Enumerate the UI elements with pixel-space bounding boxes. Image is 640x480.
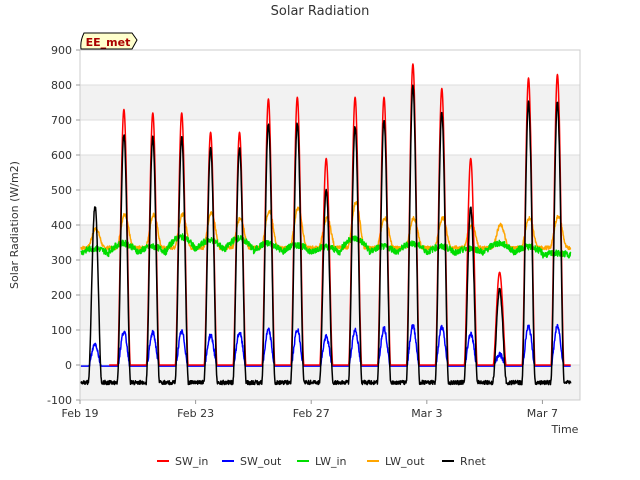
chart-title: Solar Radiation (271, 4, 370, 19)
y-tick-label: 800 (51, 79, 72, 92)
y-axis-label: Solar Radiation (W/m2) (8, 161, 21, 289)
series-line-rnet (80, 84, 572, 386)
plot-band (80, 120, 580, 155)
x-tick-label: Feb 19 (62, 407, 99, 420)
plot-band (80, 155, 580, 190)
legend-label-sw_in: SW_in (175, 455, 208, 468)
station-label-box: EE_met (80, 32, 138, 50)
y-tick-label: 200 (51, 289, 72, 302)
y-tick-label: 400 (51, 219, 72, 232)
x-tick-label: Feb 23 (177, 407, 214, 420)
plot-band (80, 50, 580, 85)
series-line-lw_in (80, 233, 572, 259)
legend-label-lw_out: LW_out (385, 455, 425, 468)
series-line-sw_out (80, 323, 572, 368)
x-axis-label: Time (551, 423, 579, 436)
plot-band (80, 85, 580, 120)
legend-label-sw_out: SW_out (240, 455, 282, 468)
y-axis-ticks: -100 0 100 200 300 400 500 600 700 800 900 (47, 44, 80, 407)
y-tick-label: 900 (51, 44, 72, 57)
x-tick-label: Feb 27 (293, 407, 330, 420)
y-tick-label: -100 (47, 394, 72, 407)
y-tick-label: 700 (51, 114, 72, 127)
y-tick-label: 100 (51, 324, 72, 337)
x-axis-ticks: Feb 19 Feb 23 Feb 27 Mar 3 Mar 7 (62, 400, 558, 420)
x-tick-label: Mar 7 (527, 407, 558, 420)
y-tick-label: 300 (51, 254, 72, 267)
station-label-badge (80, 32, 138, 50)
y-tick-label: 600 (51, 149, 72, 162)
plot-band (80, 190, 580, 225)
series-lines (80, 63, 572, 386)
legend-label-lw_in: LW_in (315, 455, 347, 468)
x-tick-label: Mar 3 (411, 407, 442, 420)
y-tick-label: 0 (65, 359, 72, 372)
station-label: EE_met (86, 36, 131, 49)
legend: SW_in SW_out LW_in LW_out Rnet (157, 455, 486, 468)
legend-label-rnet: Rnet (460, 455, 486, 468)
y-tick-label: 500 (51, 184, 72, 197)
